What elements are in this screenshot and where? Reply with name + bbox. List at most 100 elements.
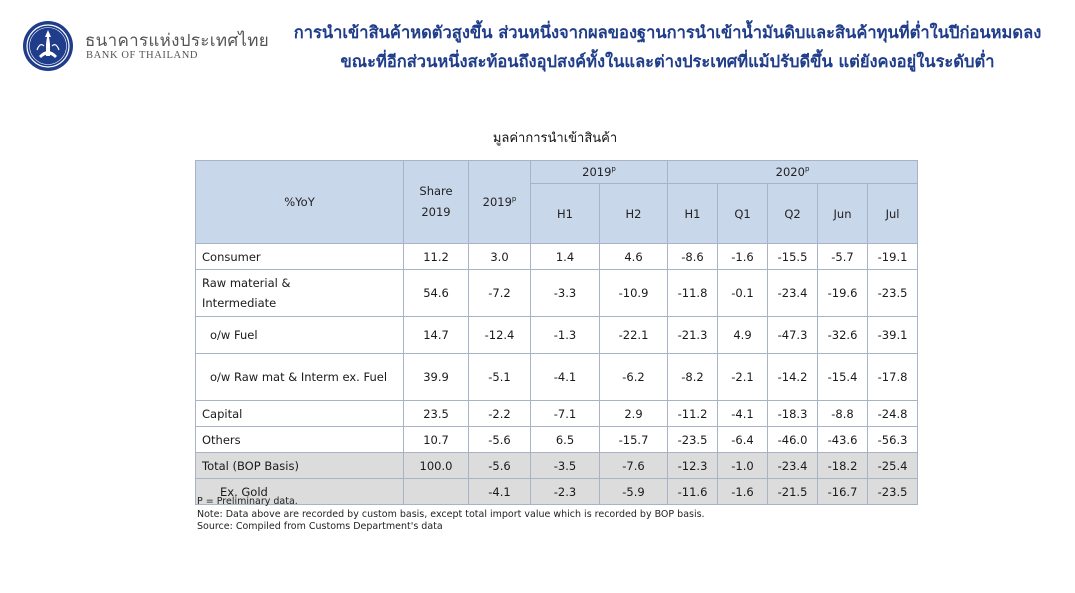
cell-h2-2019: -5.9 bbox=[598, 478, 669, 505]
bank-of-thailand-seal-icon bbox=[23, 21, 73, 71]
row-label: Consumer bbox=[195, 243, 404, 270]
footnote-preliminary: P = Preliminary data. bbox=[197, 496, 298, 507]
cell-h1-2020: -23.5 bbox=[667, 426, 719, 453]
row-label: o/w Raw mat & Interm ex. Fuel bbox=[195, 353, 404, 401]
header-h1-2020: H1 bbox=[667, 183, 719, 244]
cell-2019: -4.1 bbox=[468, 478, 531, 505]
cell-h2-2019: -6.2 bbox=[598, 353, 669, 401]
row-label: Others bbox=[195, 426, 404, 453]
table-row-total-bop: Total (BOP Basis) 100.0 -5.6 -3.5 -7.6 -… bbox=[195, 452, 919, 479]
header-metric: %YoY bbox=[195, 160, 404, 244]
cell-q1-2020: -1.6 bbox=[717, 243, 769, 270]
cell-h1-2020: -11.2 bbox=[667, 400, 719, 427]
cell-jun-2020: -18.2 bbox=[817, 452, 869, 479]
cell-jun-2020: -19.6 bbox=[817, 269, 869, 317]
cell-2019: -2.2 bbox=[468, 400, 531, 427]
table-row-ex-gold: Ex. Gold -4.1 -2.3 -5.9 -11.6 -1.6 -21.5… bbox=[195, 478, 919, 505]
table-footnotes: P = Preliminary data. Note: Data above a… bbox=[197, 496, 705, 534]
row-label: Raw material & Intermediate bbox=[195, 269, 404, 317]
header-group-2020-sup: p bbox=[804, 165, 810, 174]
table-row-consumer: Consumer 11.2 3.0 1.4 4.6 -8.6 -1.6 -15.… bbox=[195, 243, 919, 270]
cell-h1-2020: -11.8 bbox=[667, 269, 719, 317]
table-row-capital: Capital 23.5 -2.2 -7.1 2.9 -11.2 -4.1 -1… bbox=[195, 400, 919, 427]
cell-2019: -7.2 bbox=[468, 269, 531, 317]
cell-q1-2020: -1.6 bbox=[717, 478, 769, 505]
header-h2-2019: H2 bbox=[598, 183, 669, 244]
cell-h1-2019: -2.3 bbox=[530, 478, 600, 505]
cell-jun-2020: -16.7 bbox=[817, 478, 869, 505]
header-group-2020-text: 2020 bbox=[775, 165, 805, 179]
cell-2019: -5.6 bbox=[468, 426, 531, 453]
cell-jul-2020: -39.1 bbox=[867, 316, 919, 354]
header-2019-annual: 2019p bbox=[468, 160, 531, 244]
cell-jul-2020: -23.5 bbox=[867, 478, 919, 505]
cell-h1-2019: 6.5 bbox=[530, 426, 600, 453]
cell-jun-2020: -5.7 bbox=[817, 243, 869, 270]
cell-share: 39.9 bbox=[403, 353, 469, 401]
cell-share: 14.7 bbox=[403, 316, 469, 354]
row-label: Ex. Gold bbox=[195, 478, 404, 505]
cell-share: 11.2 bbox=[403, 243, 469, 270]
headline-line-1: การนำเข้าสินค้าหดตัวสูงขึ้น ส่วนหนึ่งจาก… bbox=[293, 23, 1042, 42]
header-share-line1: Share bbox=[419, 184, 453, 198]
header-group-2019-text: 2019 bbox=[582, 165, 612, 179]
cell-q2-2020: -23.4 bbox=[767, 269, 819, 317]
cell-2019: -5.6 bbox=[468, 452, 531, 479]
cell-h1-2020: -21.3 bbox=[667, 316, 719, 354]
import-value-table: %YoY Share 2019 2019p 2019p 2020p H1 H2 … bbox=[195, 160, 919, 505]
header-h1-2019: H1 bbox=[530, 183, 600, 244]
cell-q2-2020: -47.3 bbox=[767, 316, 819, 354]
bank-name-english: BANK OF THAILAND bbox=[86, 50, 199, 61]
table-row-raw-material: Raw material & Intermediate 54.6 -7.2 -3… bbox=[195, 269, 919, 317]
cell-jun-2020: -15.4 bbox=[817, 353, 869, 401]
header-share-line2: 2019 bbox=[421, 205, 451, 219]
cell-q1-2020: -0.1 bbox=[717, 269, 769, 317]
cell-h1-2019: -7.1 bbox=[530, 400, 600, 427]
table-row-fuel: o/w Fuel 14.7 -12.4 -1.3 -22.1 -21.3 4.9… bbox=[195, 316, 919, 354]
cell-h2-2019: 2.9 bbox=[598, 400, 669, 427]
cell-share: 100.0 bbox=[403, 452, 469, 479]
cell-h1-2019: 1.4 bbox=[530, 243, 600, 270]
header-q2-2020: Q2 bbox=[767, 183, 819, 244]
cell-q2-2020: -21.5 bbox=[767, 478, 819, 505]
header-q1-2020: Q1 bbox=[717, 183, 769, 244]
cell-q2-2020: -23.4 bbox=[767, 452, 819, 479]
cell-q1-2020: -1.0 bbox=[717, 452, 769, 479]
cell-jun-2020: -43.6 bbox=[817, 426, 869, 453]
cell-jun-2020: -32.6 bbox=[817, 316, 869, 354]
cell-2019: -5.1 bbox=[468, 353, 531, 401]
cell-jul-2020: -19.1 bbox=[867, 243, 919, 270]
cell-h2-2019: -7.6 bbox=[598, 452, 669, 479]
cell-h1-2020: -8.6 bbox=[667, 243, 719, 270]
cell-q1-2020: -2.1 bbox=[717, 353, 769, 401]
cell-h1-2020: -12.3 bbox=[667, 452, 719, 479]
cell-q1-2020: -4.1 bbox=[717, 400, 769, 427]
cell-h2-2019: -22.1 bbox=[598, 316, 669, 354]
table-title: มูลค่าการนำเข้าสินค้า bbox=[492, 131, 618, 146]
cell-h1-2019: -3.3 bbox=[530, 269, 600, 317]
cell-share: 54.6 bbox=[403, 269, 469, 317]
row-label: Capital bbox=[195, 400, 404, 427]
cell-h1-2019: -3.5 bbox=[530, 452, 600, 479]
cell-jul-2020: -56.3 bbox=[867, 426, 919, 453]
table-row-raw-mat-ex-fuel: o/w Raw mat & Interm ex. Fuel 39.9 -5.1 … bbox=[195, 353, 919, 401]
header-group-2019: 2019p bbox=[529, 160, 669, 184]
cell-h2-2019: -10.9 bbox=[598, 269, 669, 317]
cell-q2-2020: -15.5 bbox=[767, 243, 819, 270]
row-label-line1: Raw material & bbox=[202, 276, 291, 290]
header-share: Share 2019 bbox=[403, 160, 469, 244]
cell-h1-2020: -11.6 bbox=[667, 478, 719, 505]
headline-line-2: ขณะที่อีกส่วนหนึ่งสะท้อนถึงอุปสงค์ทั้งใน… bbox=[340, 52, 995, 71]
cell-h2-2019: -15.7 bbox=[598, 426, 669, 453]
cell-q2-2020: -14.2 bbox=[767, 353, 819, 401]
bank-name-thai: ธนาคารแห่งประเทศไทย bbox=[85, 31, 270, 51]
header-2019-annual-text: 2019 bbox=[482, 195, 512, 209]
header-group-2020: 2020p bbox=[667, 160, 919, 184]
row-label: o/w Fuel bbox=[195, 316, 404, 354]
header-2019-annual-sup: p bbox=[511, 195, 517, 204]
cell-share: 10.7 bbox=[403, 426, 469, 453]
cell-jun-2020: -8.8 bbox=[817, 400, 869, 427]
cell-q2-2020: -46.0 bbox=[767, 426, 819, 453]
cell-2019: 3.0 bbox=[468, 243, 531, 270]
cell-q1-2020: 4.9 bbox=[717, 316, 769, 354]
